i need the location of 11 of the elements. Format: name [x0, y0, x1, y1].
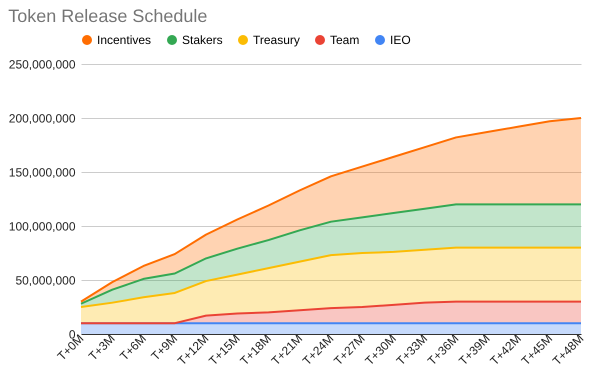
y-tick-label: 150,000,000: [8, 166, 76, 180]
y-tick-label: 50,000,000: [15, 274, 76, 288]
y-tick-label: 250,000,000: [8, 58, 76, 72]
chart-title: Token Release Schedule: [8, 6, 208, 26]
y-tick-label: 200,000,000: [8, 112, 76, 126]
legend-label: Stakers: [182, 33, 223, 47]
legend-label: Incentives: [97, 33, 152, 47]
legend-label: Team: [330, 33, 360, 47]
legend-label: IEO: [390, 33, 411, 47]
y-tick-label: 100,000,000: [8, 220, 76, 234]
legend-label: Treasury: [253, 33, 300, 47]
